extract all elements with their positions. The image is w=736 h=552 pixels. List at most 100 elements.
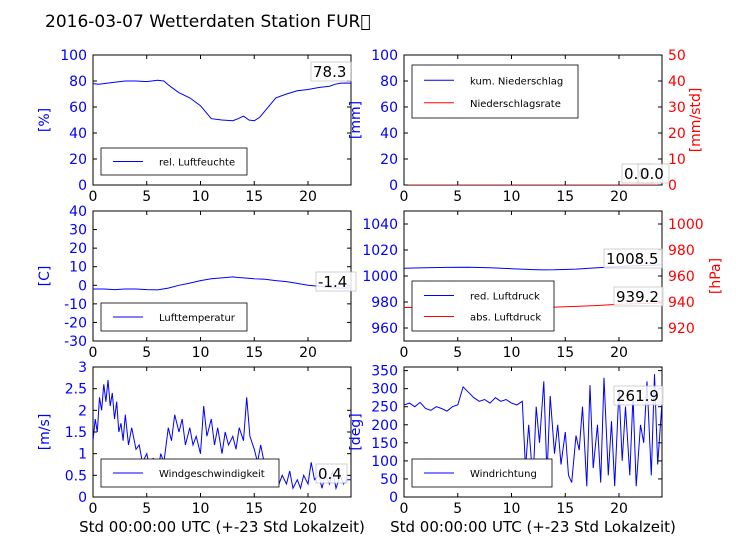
y-tick-label-precip-4: 80 xyxy=(380,74,398,90)
y-tick-label-pressure-0: 960 xyxy=(371,321,398,337)
y-tick-label-temperature-6: 30 xyxy=(69,223,87,239)
value-label-pressure-box xyxy=(603,248,663,269)
y-tick-label-humidity-1: 20 xyxy=(69,152,87,168)
legend-label-pressure-1: abs. Luftdruck xyxy=(470,313,541,324)
legend-label-precip-0: kum. Niederschlag xyxy=(470,76,563,87)
x-tick-label-temperature-0: 0 xyxy=(89,345,98,361)
legend-box-pressure xyxy=(411,280,555,332)
value-label-windspeed-box xyxy=(315,463,348,484)
y-tick-label-pressure-3: 1020 xyxy=(362,243,398,259)
y-tick-right-label-pressure-4: 1000 xyxy=(668,217,704,233)
x-tick-label-precip-3: 15 xyxy=(556,189,574,205)
value-label-winddir-box xyxy=(613,385,664,406)
y-tick-label-winddir-7: 350 xyxy=(371,364,398,380)
y-tick-label-pressure-1: 980 xyxy=(371,295,398,311)
series-line-windspeed-0 xyxy=(93,379,351,491)
y-tick-label-windspeed-1: 0.5 xyxy=(65,468,87,484)
y-tick-right-label-precip-5: 50 xyxy=(668,48,686,64)
x-tick-label-humidity-3: 15 xyxy=(245,189,263,205)
x-tick-label-humidity-2: 10 xyxy=(192,189,210,205)
x-tick-label-temperature-4: 20 xyxy=(299,345,317,361)
x-tick-label-temperature-3: 15 xyxy=(245,345,263,361)
x-axis-label-left: Std 00:00:00 UTC (+-23 Std Lokalzeit) xyxy=(79,518,365,536)
panel-precip: 0 5 10 15 20 0 20 40 60 80 100 0 10 20 30 40 50 [mm] [mm/s… xyxy=(348,48,704,205)
legend-label-windspeed-0: Windgeschwindigkeit xyxy=(159,469,265,480)
y-tick-right-label-precip-1: 10 xyxy=(668,152,686,168)
legend-box-humidity xyxy=(100,147,248,176)
y-tick-label-winddir-0: 0 xyxy=(389,490,398,506)
y-tick-label-windspeed-6: 3 xyxy=(78,360,87,376)
y-tick-label-precip-0: 0 xyxy=(389,178,398,194)
x-tick-label-pressure-3: 15 xyxy=(556,345,574,361)
y-tick-label-winddir-5: 250 xyxy=(371,400,398,416)
legend-label-temperature-0: Lufttemperatur xyxy=(159,313,236,324)
series-line-humidity-0 xyxy=(93,79,351,122)
y-tick-label-temperature-0: -30 xyxy=(64,334,87,350)
y-tick-label-winddir-1: 50 xyxy=(380,472,398,488)
y-tick-label-winddir-2: 100 xyxy=(371,454,398,470)
x-tick-label-pressure-1: 5 xyxy=(453,345,462,361)
y-tick-label-temperature-4: 10 xyxy=(69,260,87,276)
x-tick-label-windspeed-0: 0 xyxy=(89,501,98,517)
panel-temperature: 0 5 10 15 20 -30 -20 -10 0 10 20 30 40 [C] Lufttempera… xyxy=(37,204,357,361)
x-tick-label-winddir-1: 5 xyxy=(453,501,462,517)
y-tick-right-label-pressure-0: 920 xyxy=(668,321,695,337)
y-tick-label-temperature-7: 40 xyxy=(69,204,87,220)
value-label-humidity-box xyxy=(310,61,352,82)
value-label-windspeed: 0.4 xyxy=(318,465,342,483)
y-tick-label-precip-2: 40 xyxy=(380,126,398,142)
value-label-temperature-box xyxy=(315,271,357,292)
series-line-winddir-0 xyxy=(404,374,662,487)
x-tick-label-precip-1: 5 xyxy=(453,189,462,205)
x-tick-label-windspeed-4: 20 xyxy=(299,501,317,517)
x-tick-label-precip-0: 0 xyxy=(400,189,409,205)
y-axis-label-windspeed: [m/s] xyxy=(37,414,53,451)
x-tick-label-humidity-4: 20 xyxy=(299,189,317,205)
y-tick-label-winddir-6: 300 xyxy=(371,382,398,398)
x-tick-label-temperature-1: 5 xyxy=(142,345,151,361)
panel-pressure: 0 5 10 15 20 960 980 1000 1020 1040 920 940 960 980 10… xyxy=(362,210,724,361)
value-label-humidity: 78.3 xyxy=(313,63,346,81)
y-tick-label-pressure-2: 1000 xyxy=(362,269,398,285)
legend-box-precip xyxy=(411,64,579,119)
value-label-2-precip: 0.0 xyxy=(640,165,664,183)
y-tick-label-temperature-5: 20 xyxy=(69,241,87,257)
x-tick-label-humidity-0: 0 xyxy=(89,189,98,205)
x-tick-label-pressure-4: 20 xyxy=(610,345,628,361)
x-tick-label-windspeed-3: 15 xyxy=(245,501,263,517)
y-tick-label-humidity-4: 80 xyxy=(69,74,87,90)
legend-label-pressure-0: red. Luftdruck xyxy=(470,292,540,303)
y-axis-label-right-precip: [mm/std] xyxy=(688,88,704,153)
x-tick-label-temperature-2: 10 xyxy=(192,345,210,361)
y-axis-label-winddir: [deg] xyxy=(348,413,364,450)
x-tick-label-pressure-0: 0 xyxy=(400,345,409,361)
y-tick-label-winddir-3: 150 xyxy=(371,436,398,452)
x-tick-label-winddir-4: 20 xyxy=(610,501,628,517)
x-tick-label-winddir-0: 0 xyxy=(400,501,409,517)
y-tick-label-precip-3: 60 xyxy=(380,100,398,116)
series-line-temperature-0 xyxy=(93,276,351,291)
y-tick-label-winddir-4: 200 xyxy=(371,418,398,434)
x-tick-label-winddir-3: 15 xyxy=(556,501,574,517)
panel-windspeed: 0 5 10 15 20 0 0.5 1 1.5 2 2.5 3 [m/s] Windgeschwindi… xyxy=(37,360,352,517)
x-tick-label-windspeed-2: 10 xyxy=(192,501,210,517)
y-tick-right-label-precip-4: 40 xyxy=(668,74,686,90)
x-tick-label-pressure-2: 10 xyxy=(503,345,521,361)
y-tick-right-label-pressure-1: 940 xyxy=(668,295,695,311)
x-tick-label-precip-4: 20 xyxy=(610,189,628,205)
y-tick-right-label-pressure-3: 980 xyxy=(668,243,695,259)
y-tick-label-temperature-3: 0 xyxy=(78,278,87,294)
y-tick-label-pressure-4: 1040 xyxy=(362,217,398,233)
y-tick-label-humidity-3: 60 xyxy=(69,100,87,116)
value-label-temperature: -1.4 xyxy=(318,273,347,291)
value-label-2-pressure-box xyxy=(613,286,664,307)
y-tick-label-windspeed-0: 0 xyxy=(78,490,87,506)
y-axis-label-temperature: [C] xyxy=(37,266,53,287)
x-tick-label-winddir-2: 10 xyxy=(503,501,521,517)
y-tick-label-windspeed-5: 2.5 xyxy=(65,382,87,398)
y-tick-label-humidity-2: 40 xyxy=(69,126,87,142)
y-tick-label-windspeed-3: 1.5 xyxy=(65,425,87,441)
y-tick-label-temperature-1: -20 xyxy=(64,315,87,331)
y-tick-label-humidity-5: 100 xyxy=(60,48,87,64)
